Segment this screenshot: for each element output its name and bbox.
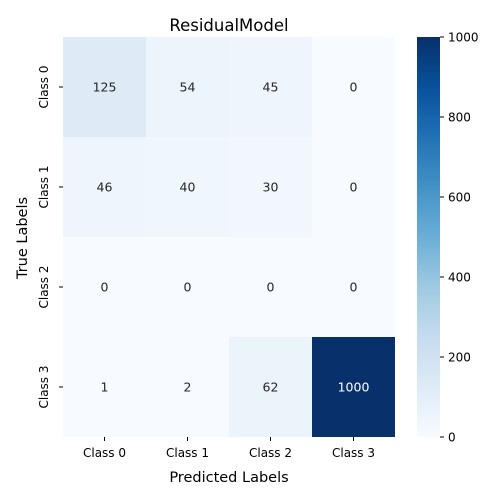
cell-value-label: 30 [263, 180, 279, 195]
cell-value-label: 1 [101, 380, 109, 395]
colorbar-tick-label: 0 [448, 431, 456, 445]
x-axis-label: Predicted Labels [169, 470, 288, 486]
chart-title: ResidualModel [169, 16, 288, 35]
x-tick-label: Class 0 [83, 446, 126, 460]
y-tick-label: Class 0 [37, 65, 51, 108]
cell-value-label: 40 [180, 180, 196, 195]
heatmap-cells: 125 54 45 0 46 40 30 0 0 0 0 0 1 2 62 1000 [63, 37, 395, 437]
cell-value-label: 1000 [338, 380, 370, 395]
heatmap-cell [312, 137, 395, 237]
heatmap-cell [146, 137, 229, 237]
cell-value-label: 0 [184, 280, 192, 295]
heatmap-cell [229, 37, 312, 137]
colorbar-tick-label: 400 [448, 271, 471, 285]
heatmap-cell [146, 37, 229, 137]
colorbar-ticks: 0 200 400 600 800 1000 [440, 31, 479, 445]
cell-value-label: 0 [350, 180, 358, 195]
y-tick-label: Class 2 [37, 265, 51, 308]
heatmap-cell [63, 337, 146, 437]
y-tick-label: Class 3 [37, 365, 51, 408]
heatmap-cell [146, 337, 229, 437]
colorbar-tick-label: 800 [448, 111, 471, 125]
colorbar [417, 37, 440, 437]
cell-value-label: 54 [180, 80, 196, 95]
x-axis-ticks: Class 0 Class 1 Class 2 Class 3 [83, 437, 375, 460]
x-tick-label: Class 3 [332, 446, 375, 460]
colorbar-tick-label: 600 [448, 191, 471, 205]
heatmap-cell [63, 37, 146, 137]
cell-value-label: 125 [93, 80, 117, 95]
x-tick-label: Class 2 [249, 446, 292, 460]
colorbar-tick-label: 200 [448, 351, 471, 365]
heatmap-cell [312, 337, 395, 437]
y-axis-ticks: Class 0 Class 1 Class 2 Class 3 [37, 65, 63, 409]
cell-value-label: 62 [263, 380, 279, 395]
heatmap-cell [229, 237, 312, 337]
heatmap-cell [229, 337, 312, 437]
heatmap-cell [146, 237, 229, 337]
cell-value-label: 0 [350, 80, 358, 95]
cell-value-label: 0 [267, 280, 275, 295]
heatmap-cell [312, 237, 395, 337]
heatmap-cell [312, 37, 395, 137]
cell-value-label: 46 [97, 180, 113, 195]
y-tick-label: Class 1 [37, 165, 51, 208]
heatmap-cell [63, 237, 146, 337]
heatmap-cell [63, 137, 146, 237]
cell-value-label: 45 [263, 80, 279, 95]
cell-value-label: 0 [350, 280, 358, 295]
y-axis-label: True Labels [15, 197, 31, 280]
heatmap-cell [229, 137, 312, 237]
colorbar-tick-label: 1000 [448, 31, 479, 45]
cell-value-label: 0 [101, 280, 109, 295]
x-tick-label: Class 1 [166, 446, 209, 460]
cell-value-label: 2 [184, 380, 192, 395]
